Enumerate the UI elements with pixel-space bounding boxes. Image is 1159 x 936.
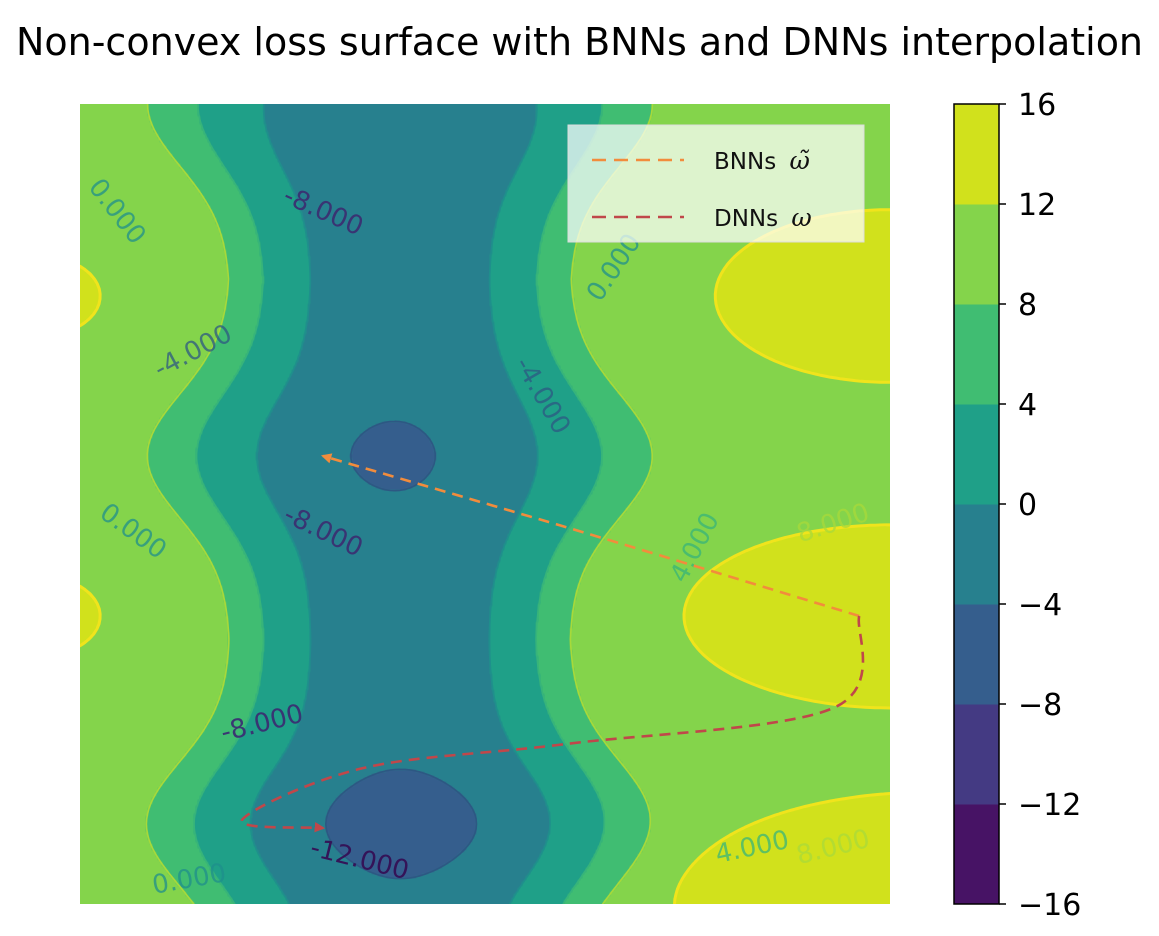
colorbar-tick-label: 0 <box>1018 488 1037 523</box>
colorbar-tick-label: −8 <box>1018 688 1062 723</box>
colorbar-tick-label: −16 <box>1018 888 1081 923</box>
legend-symbol: ω̃ <box>789 146 809 175</box>
interpolation-paths <box>240 453 865 833</box>
series-line-dnns <box>240 615 865 833</box>
chart-title: Non-convex loss surface with BNNs and DN… <box>15 20 1144 64</box>
colorbar-segment <box>954 704 999 805</box>
contour-line-level <box>145 104 654 904</box>
contour-line-level <box>193 104 606 904</box>
colorbar-segment <box>954 604 999 705</box>
contour-line-level <box>325 420 478 880</box>
legend-label-bnns: BNNs ω̃ <box>714 146 810 175</box>
colorbar-segment <box>954 404 999 505</box>
legend-label-dnns: DNNs ω <box>714 203 812 232</box>
colorbar-tick-label: −12 <box>1018 788 1081 823</box>
legend-symbol: ω <box>791 203 811 232</box>
colorbar-tick-label: 12 <box>1018 188 1056 223</box>
colorbar-segment <box>954 504 999 605</box>
colorbar-tick-label: −4 <box>1018 588 1062 623</box>
colorbar-tick-label: 4 <box>1018 388 1037 423</box>
colorbar-segment <box>954 304 999 405</box>
colorbar-tick-label: 8 <box>1018 288 1037 323</box>
legend: BNNs ω̃ DNNs ω <box>567 124 865 243</box>
colorbar-segment <box>954 204 999 305</box>
colorbar: 16 12 8 4 0 −4 −8 −12 −16 <box>953 88 1081 923</box>
colorbar-segment <box>954 104 999 205</box>
colorbar-segment <box>954 804 999 905</box>
legend-box <box>567 124 865 243</box>
colorbar-tick-label: 16 <box>1018 88 1056 123</box>
series-line-bnns <box>321 453 860 618</box>
